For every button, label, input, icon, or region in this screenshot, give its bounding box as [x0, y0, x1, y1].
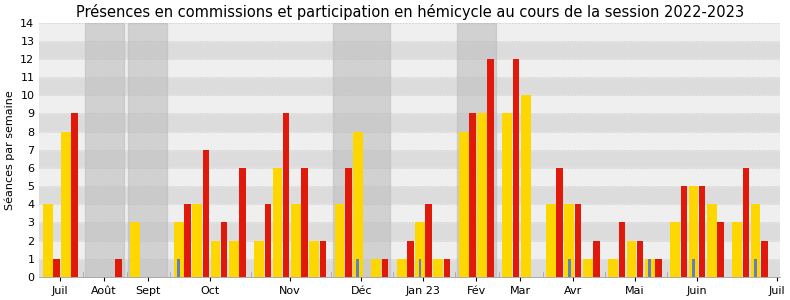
Bar — [40, 132, 781, 150]
Bar — [425, 204, 432, 277]
Bar — [583, 259, 592, 277]
Bar — [333, 23, 390, 277]
Bar — [273, 168, 283, 277]
Bar — [40, 150, 781, 168]
Bar — [40, 41, 781, 59]
Bar — [239, 168, 246, 277]
Bar — [53, 259, 60, 277]
Bar — [71, 113, 78, 277]
Bar — [128, 23, 167, 277]
Bar — [40, 168, 781, 186]
Bar — [565, 204, 574, 277]
Bar — [743, 168, 749, 277]
Bar — [645, 259, 655, 277]
Bar — [291, 204, 301, 277]
Bar — [459, 132, 468, 277]
Bar — [40, 186, 781, 204]
Bar — [356, 259, 359, 277]
Bar — [210, 241, 220, 277]
Bar — [457, 23, 496, 277]
Bar — [184, 204, 191, 277]
Title: Présences en commissions et participation en hémicycle au cours de la session 20: Présences en commissions et participatio… — [76, 4, 744, 20]
Bar — [382, 259, 388, 277]
Bar — [192, 204, 202, 277]
Bar — [680, 186, 687, 277]
Bar — [174, 222, 184, 277]
Bar — [637, 241, 643, 277]
Bar — [692, 259, 695, 277]
Bar — [40, 113, 781, 132]
Bar — [43, 204, 53, 277]
Bar — [556, 168, 563, 277]
Bar — [626, 241, 637, 277]
Bar — [689, 186, 698, 277]
Bar — [750, 204, 761, 277]
Bar — [254, 241, 264, 277]
Bar — [229, 241, 239, 277]
Bar — [335, 204, 344, 277]
Bar — [513, 59, 519, 277]
Bar — [477, 113, 487, 277]
Bar — [593, 241, 600, 277]
Bar — [345, 168, 352, 277]
Bar — [754, 259, 757, 277]
Bar — [546, 204, 556, 277]
Bar — [221, 222, 228, 277]
Bar — [61, 132, 71, 277]
Bar — [761, 241, 768, 277]
Bar — [655, 259, 662, 277]
Bar — [699, 186, 705, 277]
Bar — [575, 204, 581, 277]
Bar — [397, 259, 407, 277]
Bar — [707, 204, 717, 277]
Bar — [444, 259, 450, 277]
Bar — [202, 150, 209, 277]
Bar — [40, 23, 781, 41]
Bar — [301, 168, 308, 277]
Bar — [115, 259, 122, 277]
Bar — [40, 204, 781, 222]
Bar — [521, 95, 531, 277]
Bar — [717, 222, 724, 277]
Bar — [265, 204, 271, 277]
Bar — [40, 77, 781, 95]
Bar — [371, 259, 381, 277]
Bar — [130, 222, 140, 277]
Bar — [434, 259, 443, 277]
Bar — [40, 95, 781, 113]
Bar — [85, 23, 123, 277]
Bar — [309, 241, 319, 277]
Bar — [670, 222, 680, 277]
Bar — [407, 241, 414, 277]
Bar — [40, 241, 781, 259]
Bar — [568, 259, 571, 277]
Bar — [487, 59, 494, 277]
Bar — [40, 59, 781, 77]
Bar — [40, 259, 781, 277]
Bar — [353, 132, 363, 277]
Bar — [419, 259, 421, 277]
Y-axis label: Séances par semaine: Séances par semaine — [4, 90, 15, 210]
Bar — [619, 222, 625, 277]
Bar — [649, 259, 651, 277]
Bar — [178, 259, 180, 277]
Bar — [469, 113, 476, 277]
Bar — [320, 241, 326, 277]
Bar — [502, 113, 512, 277]
Bar — [732, 222, 742, 277]
Bar — [40, 222, 781, 241]
Bar — [415, 222, 425, 277]
Bar — [608, 259, 618, 277]
Bar — [283, 113, 289, 277]
